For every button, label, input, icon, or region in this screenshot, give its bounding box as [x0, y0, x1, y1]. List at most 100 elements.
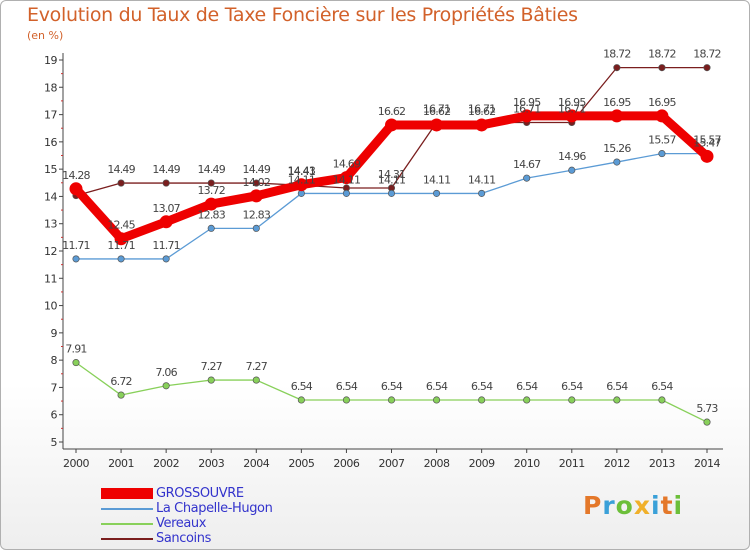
data-label-grossouvre: 13.72	[197, 184, 225, 197]
legend-swatch	[101, 508, 153, 510]
data-label-la-chapelle-hugon: 14.11	[378, 173, 406, 186]
legend-label: GROSSOUVRE	[156, 486, 244, 501]
legend-swatch	[101, 523, 153, 525]
y-tick-label: 12	[44, 245, 57, 258]
data-point-la-chapelle-hugon	[613, 158, 621, 166]
data-label-vereaux: 7.06	[155, 366, 177, 379]
data-label-sancoins: 14.41	[288, 165, 316, 178]
y-tick-label: 11	[44, 272, 57, 285]
data-point-vereaux	[703, 418, 711, 426]
logo-letter: i	[673, 491, 684, 520]
data-label-vereaux: 6.72	[110, 375, 131, 388]
data-label-la-chapelle-hugon: 15.57	[693, 134, 721, 147]
data-label-grossouvre: 16.62	[468, 105, 496, 118]
data-point-grossouvre	[339, 171, 353, 185]
y-tick-label: 10	[44, 300, 57, 313]
data-label-vereaux: 6.54	[291, 380, 313, 393]
x-tick-label: 2006	[333, 457, 359, 470]
data-point-grossouvre	[159, 215, 173, 229]
data-label-sancoins: 16.71	[468, 102, 496, 115]
x-tick-label: 2005	[288, 457, 314, 470]
y-tick-label: 17	[44, 109, 57, 122]
data-label-grossouvre: 15.47	[693, 136, 721, 149]
data-label-la-chapelle-hugon: 14.11	[423, 173, 451, 186]
data-point-grossouvre	[249, 189, 263, 203]
data-label-grossouvre: 12.45	[107, 219, 135, 232]
data-point-sancoins	[613, 64, 621, 72]
data-point-vereaux	[252, 376, 260, 384]
data-point-grossouvre	[294, 178, 308, 192]
data-point-vereaux	[613, 396, 621, 404]
data-label-la-chapelle-hugon: 12.83	[197, 208, 225, 221]
x-tick-label: 2009	[469, 457, 495, 470]
x-tick-label: 2000	[63, 457, 89, 470]
data-label-sancoins: 18.72	[603, 48, 631, 61]
data-label-grossouvre: 13.07	[152, 202, 180, 215]
data-point-vereaux	[207, 376, 215, 384]
logo-letter: t	[660, 491, 674, 520]
data-label-grossouvre: 16.95	[558, 96, 586, 109]
data-point-la-chapelle-hugon	[72, 255, 80, 263]
legend-label: Sancoins	[156, 531, 211, 546]
data-label-vereaux: 6.54	[516, 380, 538, 393]
data-label-grossouvre: 14.69	[333, 158, 361, 171]
y-tick-label: 5	[51, 436, 58, 449]
y-tick-label: 19	[44, 54, 57, 67]
chart-title: Evolution du Taux de Taxe Foncière sur l…	[27, 4, 578, 26]
data-label-sancoins: 18.72	[693, 48, 721, 61]
data-point-grossouvre	[430, 118, 444, 132]
data-point-grossouvre	[655, 109, 669, 123]
data-label-sancoins: 14.49	[243, 163, 271, 176]
data-label-grossouvre: 16.95	[513, 96, 541, 109]
data-point-vereaux	[342, 396, 350, 404]
data-point-sancoins	[658, 64, 666, 72]
data-point-vereaux	[387, 396, 396, 404]
legend-swatch	[101, 488, 153, 499]
x-tick-label: 2008	[424, 457, 450, 470]
logo-letter: P	[583, 491, 603, 520]
logo-letter: i	[651, 491, 661, 520]
data-label-grossouvre: 14.43	[288, 165, 316, 178]
data-point-grossouvre	[520, 109, 534, 123]
data-label-grossouvre: 16.95	[603, 96, 631, 109]
data-point-la-chapelle-hugon	[207, 224, 215, 232]
data-point-vereaux	[658, 396, 666, 404]
data-point-vereaux	[433, 396, 441, 404]
data-label-la-chapelle-hugon: 15.57	[648, 134, 676, 147]
legend-label: Vereaux	[156, 516, 207, 531]
data-label-vereaux: 6.54	[561, 380, 583, 393]
data-label-grossouvre: 14.28	[62, 169, 90, 182]
x-tick-label: 2012	[604, 457, 630, 470]
logo-letter: o	[615, 491, 634, 520]
x-tick-label: 2003	[198, 457, 224, 470]
y-tick-label: 7	[51, 381, 58, 394]
x-tick-label: 2014	[694, 457, 720, 470]
data-point-sancoins	[117, 179, 125, 187]
x-tick-label: 2010	[514, 457, 540, 470]
data-point-vereaux	[117, 391, 125, 399]
data-point-la-chapelle-hugon	[523, 174, 531, 182]
data-label-vereaux: 6.54	[651, 380, 673, 393]
y-tick-label: 8	[51, 354, 58, 367]
data-point-la-chapelle-hugon	[252, 224, 260, 232]
data-point-la-chapelle-hugon	[342, 189, 350, 197]
data-label-sancoins: 16.71	[423, 102, 451, 115]
data-label-grossouvre: 16.62	[423, 105, 451, 118]
data-point-grossouvre	[565, 109, 579, 123]
data-point-grossouvre	[385, 118, 398, 132]
data-label-la-chapelle-hugon: 11.71	[152, 239, 180, 252]
data-label-la-chapelle-hugon: 11.71	[107, 239, 135, 252]
data-label-sancoins: 14.49	[152, 163, 180, 176]
x-tick-label: 2011	[559, 457, 585, 470]
data-point-vereaux	[478, 396, 486, 404]
data-point-sancoins	[703, 64, 711, 72]
data-label-sancoins: 14.49	[197, 163, 225, 176]
data-label-sancoins: 18.72	[648, 48, 676, 61]
data-point-sancoins	[207, 179, 215, 187]
data-label-sancoins: 14.31	[378, 168, 406, 181]
data-label-grossouvre: 14.02	[243, 176, 271, 189]
y-tick-label: 9	[51, 327, 58, 340]
legend-label: La Chapelle-Hugon	[156, 501, 273, 516]
